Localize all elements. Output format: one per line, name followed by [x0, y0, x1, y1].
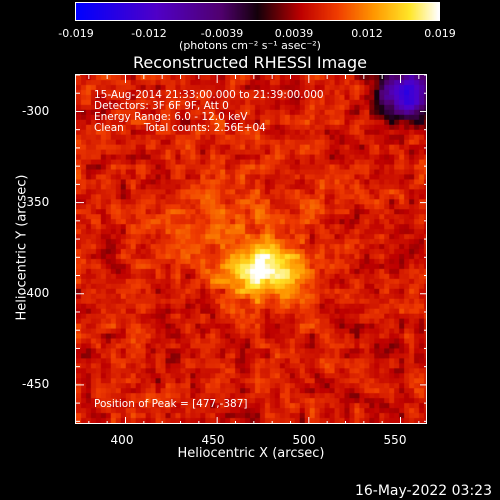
x-tick-label: 400 [110, 433, 134, 447]
heatmap-image [76, 75, 426, 423]
counts-annotation: Clean Total counts: 2.56E+04 [94, 122, 266, 134]
y-axis-label: Heliocentric Y (arcsec) [14, 174, 30, 321]
x-tick-label: 500 [292, 433, 316, 447]
footer-date: 16-May-2022 03:23 [354, 483, 492, 499]
axis-ticks [76, 75, 426, 423]
colorbar-tick-label: 0.019 [424, 27, 456, 40]
heatmap-plot-area: 15-Aug-2014 21:33:00.000 to 21:39:00.000… [75, 74, 427, 424]
colorbar-tick-label: -0.019 [58, 27, 94, 40]
detectors-annotation: Detectors: 3F 6F 9F, Att 0 [94, 100, 229, 112]
chart-title: Reconstructed RHESSI Image [133, 53, 367, 72]
y-tick-label: -300 [22, 104, 50, 118]
time-range-annotation: 15-Aug-2014 21:33:00.000 to 21:39:00.000 [94, 89, 324, 101]
colorbar-tick-label: -0.0039 [200, 27, 244, 40]
peak-position-annotation: Position of Peak = [477,-387] [94, 398, 248, 410]
y-tick-label: -350 [22, 195, 50, 209]
x-tick-label: 550 [383, 433, 407, 447]
colorbar-units-label: (photons cm⁻² s⁻¹ asec⁻²) [179, 39, 321, 52]
colorbar-tick-label: 0.012 [351, 27, 383, 40]
y-tick-label: -400 [22, 286, 50, 300]
x-tick-label: 450 [201, 433, 225, 447]
colorbar [75, 2, 440, 21]
x-axis-label: Heliocentric X (arcsec) [177, 446, 325, 461]
y-tick-label: -450 [22, 377, 50, 391]
energy-range-annotation: Energy Range: 6.0 - 12.0 keV [94, 111, 248, 123]
colorbar-tick-label: -0.012 [131, 27, 167, 40]
colorbar-gradient [76, 3, 439, 20]
colorbar-tick-label: 0.0039 [274, 27, 314, 40]
